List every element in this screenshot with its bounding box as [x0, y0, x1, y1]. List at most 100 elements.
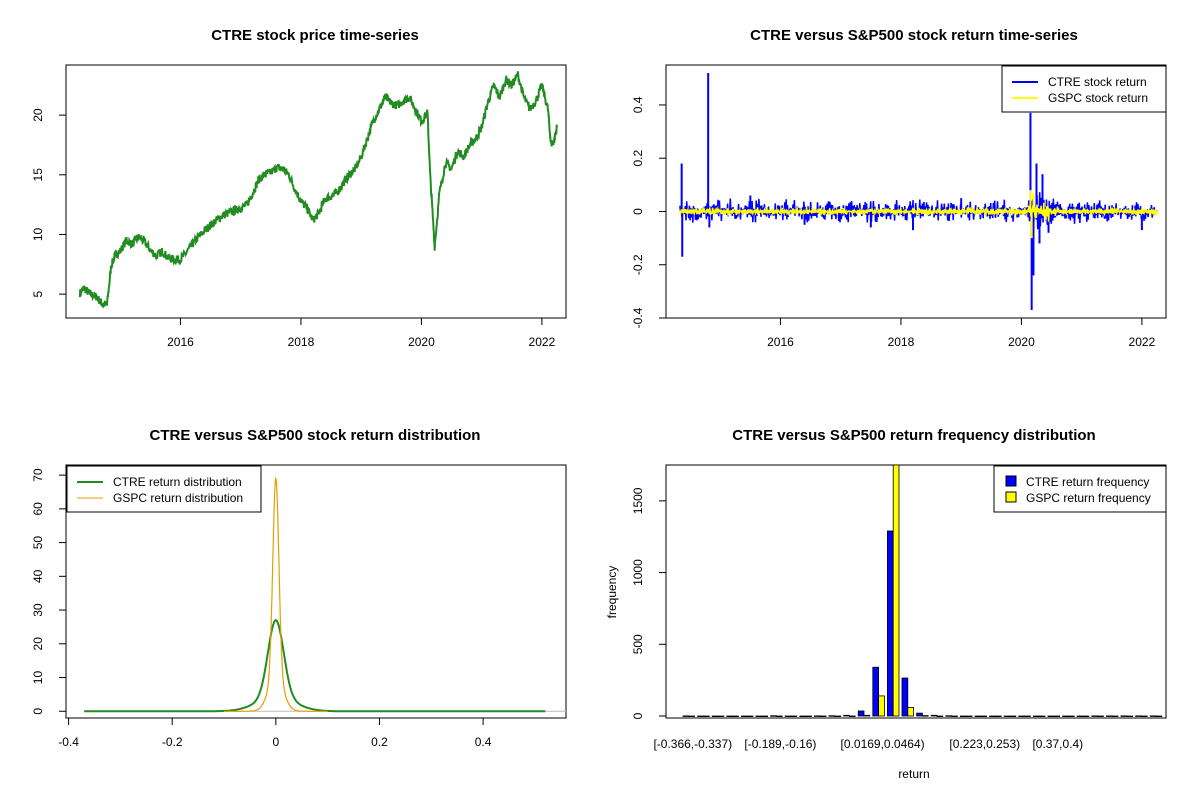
- ctre-frequency-bar: [945, 715, 952, 717]
- gspc-frequency-bar: [936, 715, 944, 718]
- ctre-frequency-bar: [828, 715, 836, 717]
- return-chart-title: CTRE versus S&P500 stock return time-ser…: [750, 27, 1078, 44]
- density-x-tick-label: 0.2: [371, 735, 388, 749]
- frequency-y-axis-label: frequency: [605, 566, 619, 619]
- price-plot-frame: [65, 64, 567, 319]
- frequency-legend: CTRE return frequency GSPC return freque…: [993, 465, 1167, 513]
- gspc-frequency-bar: [776, 715, 783, 718]
- ctre-frequency-bar: [1062, 715, 1069, 718]
- return-x-tick-label: 2020: [1008, 335, 1035, 349]
- ctre-frequency-bar: [726, 715, 733, 718]
- gspc-frequency-bar: [834, 715, 841, 718]
- ctre-frequency-bar: [1120, 715, 1128, 717]
- legend-label-ctre-return: CTRE stock return: [1048, 75, 1147, 89]
- legend-label-gspc-frequency: GSPC return frequency: [1026, 491, 1151, 505]
- ctre-frequency-bar: [843, 714, 850, 717]
- density-x-tick-label: -0.4: [58, 735, 79, 749]
- legend-label-ctre-density: CTRE return distribution: [113, 475, 242, 489]
- ctre-frequency-bar: [960, 715, 967, 718]
- gspc-frequency-bar: [863, 714, 871, 717]
- gspc-frequency-bar: [1038, 715, 1046, 718]
- frequency-y-tick-label: 500: [631, 634, 645, 654]
- gspc-frequency-bar: [849, 715, 856, 718]
- density-y-tick-label: 20: [31, 637, 45, 651]
- gspc-frequency-bar: [1111, 715, 1119, 718]
- gspc-frequency-bar: [951, 715, 958, 718]
- ctre-frequency-bar: [989, 715, 996, 718]
- gspc-frequency-bar: [1024, 715, 1031, 718]
- gspc-frequency-bar: [761, 715, 768, 718]
- ctre-frequency-bar: [1018, 715, 1025, 718]
- ctre-frequency-bar: [916, 712, 923, 717]
- price-y-tick-label: 10: [31, 227, 45, 241]
- ctre-frequency-bar: [814, 715, 821, 717]
- frequency-x-tick-label: [-0.366,-0.337): [653, 737, 732, 751]
- return-legend: CTRE stock return GSPC stock return: [1001, 65, 1167, 113]
- gspc-frequency-bar: [732, 715, 739, 718]
- ctre-frequency-bar: [887, 530, 894, 717]
- ctre-frequency-bar: [1149, 715, 1157, 717]
- ctre-density-line: [84, 619, 546, 713]
- price-chart-title: CTRE stock price time-series: [211, 27, 419, 44]
- legend-swatch-gspc-frequency: [1005, 491, 1017, 503]
- density-y-tick-label: 60: [31, 502, 45, 516]
- ctre-frequency-bar: [1003, 715, 1011, 718]
- density-chart-panel: CTRE versus S&P500 stock return distribu…: [31, 427, 567, 749]
- ctre-frequency-bar: [1106, 715, 1113, 717]
- ctre-frequency-bar: [799, 715, 806, 718]
- return-x-tick-label: 2022: [1129, 335, 1156, 349]
- density-y-tick-label: 30: [31, 603, 45, 617]
- density-x-tick-label: -0.2: [162, 735, 183, 749]
- gspc-frequency-bar: [1068, 715, 1075, 718]
- return-y-tick-label: 0.2: [631, 150, 645, 167]
- return-y-tick-label: 0: [631, 208, 645, 215]
- density-x-tick-label: 0: [273, 735, 280, 749]
- frequency-x-tick-label: [-0.189,-0.16): [744, 737, 816, 751]
- gspc-frequency-bar: [878, 695, 885, 717]
- price-x-tick-label: 2018: [288, 335, 315, 349]
- ctre-frequency-bar: [697, 715, 704, 718]
- price-x-tick-label: 2016: [167, 335, 194, 349]
- frequency-x-axis-label: return: [898, 767, 929, 781]
- return-y-tick-label: -0.2: [631, 254, 645, 275]
- gspc-frequency-bar: [995, 715, 1002, 718]
- gspc-frequency-bar: [1082, 715, 1090, 718]
- frequency-legend-box: [993, 465, 1167, 513]
- ctre-frequency-bar: [901, 677, 909, 717]
- price-x-tick-label: 2022: [529, 335, 556, 349]
- gspc-frequency-bar: [819, 715, 827, 718]
- return-x-tick-label: 2018: [888, 335, 915, 349]
- return-legend-box: [1001, 65, 1167, 113]
- gspc-frequency-bar: [717, 715, 725, 718]
- ctre-frequency-bar: [755, 715, 763, 718]
- density-y-tick-label: 40: [31, 569, 45, 583]
- density-y-tick-label: 70: [31, 468, 45, 482]
- price-y-tick-label: 20: [31, 108, 45, 122]
- legend-label-gspc-return: GSPC stock return: [1048, 91, 1148, 105]
- density-chart-title: CTRE versus S&P500 stock return distribu…: [150, 427, 481, 444]
- return-chart-panel: CTRE versus S&P500 stock return time-ser…: [631, 27, 1167, 349]
- ctre-frequency-bar: [1033, 715, 1040, 718]
- gspc-frequency-bar: [746, 715, 754, 718]
- return-y-tick-label: 0.4: [631, 96, 645, 113]
- gspc-frequency-bar: [907, 706, 914, 717]
- ctre-frequency-bar: [1047, 715, 1055, 718]
- density-legend-box: [66, 465, 262, 513]
- ctre-frequency-bar: [741, 715, 748, 718]
- frequency-x-tick-label: [0.223,0.253): [949, 737, 1020, 751]
- frequency-x-tick-label: [0.37,0.4): [1032, 737, 1083, 751]
- gspc-frequency-bar: [688, 715, 695, 718]
- gspc-frequency-bar: [1155, 715, 1163, 718]
- frequency-chart-title: CTRE versus S&P500 return frequency dist…: [732, 427, 1095, 444]
- gspc-frequency-bar: [965, 715, 973, 718]
- ctre-frequency-bar: [857, 710, 865, 717]
- ctre-price-line: [78, 71, 558, 309]
- price-y-tick-label: 5: [31, 290, 45, 297]
- price-x-tick-label: 2020: [408, 335, 435, 349]
- ctre-frequency-bar: [682, 715, 690, 717]
- frequency-y-tick-label: 1000: [631, 559, 645, 586]
- density-y-tick-label: 10: [31, 671, 45, 685]
- gspc-frequency-bar: [922, 715, 929, 717]
- gspc-frequency-bar: [1126, 715, 1134, 718]
